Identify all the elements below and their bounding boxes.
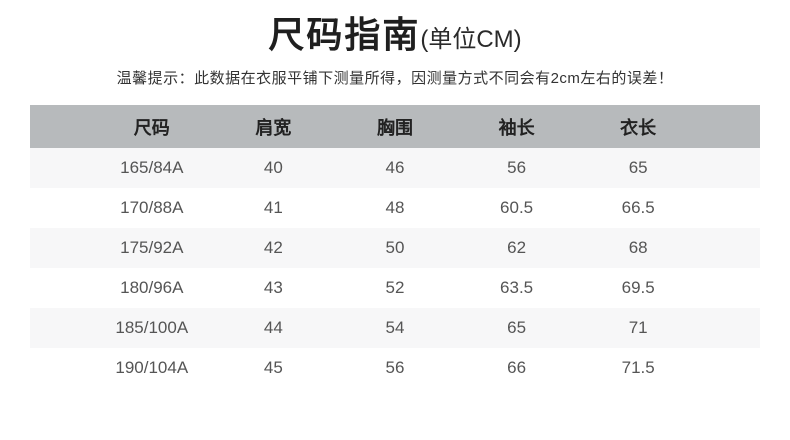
measurement-cell: 71.5 bbox=[621, 358, 655, 377]
table-row-0: 165/84A 40 46 56 65 bbox=[30, 148, 760, 188]
measurement-cell: 66.5 bbox=[621, 198, 655, 217]
measurement-cell: 40 bbox=[263, 158, 283, 177]
measurement-cell: 65 bbox=[628, 158, 648, 177]
measurement-cell: 48 bbox=[385, 198, 405, 217]
header-cell-3: 袖长 bbox=[498, 117, 535, 138]
measurement-cell: 66 bbox=[507, 358, 527, 377]
measurement-cell: 63.5 bbox=[500, 278, 534, 297]
size-label-cell: 165/84A bbox=[120, 158, 184, 177]
page-title-unit: (单位CM) bbox=[420, 26, 522, 53]
header-cell-2: 胸围 bbox=[376, 117, 413, 138]
measurement-cell: 56 bbox=[507, 158, 527, 177]
measurement-cell: 68 bbox=[628, 238, 648, 257]
table-row-2: 175/92A 42 50 62 68 bbox=[30, 228, 760, 268]
measurement-cell: 54 bbox=[385, 318, 405, 337]
size-table-body: 165/84A 40 46 56 65 170/88A 41 48 60.5 66.5 175/92… bbox=[30, 148, 760, 388]
measurement-cell: 44 bbox=[263, 318, 283, 337]
header-cell-1: 肩宽 bbox=[255, 117, 292, 138]
measurement-cell: 42 bbox=[263, 238, 283, 257]
measurement-cell: 69.5 bbox=[621, 278, 655, 297]
size-label-cell: 180/96A bbox=[120, 278, 184, 297]
size-label-cell: 175/92A bbox=[120, 238, 184, 257]
measurement-cell: 62 bbox=[507, 238, 527, 257]
measurement-cell: 46 bbox=[385, 158, 405, 177]
measurement-cell: 45 bbox=[263, 358, 283, 377]
page-title: 尺码指南(单位CM) bbox=[0, 0, 790, 58]
size-table-header-row: 尺码 肩宽 胸围 袖长 衣长 bbox=[30, 105, 760, 148]
page-title-text: 尺码指南 bbox=[268, 14, 421, 55]
header-cell-0: 尺码 bbox=[133, 117, 170, 138]
measurement-cell: 52 bbox=[385, 278, 405, 297]
measurement-cell: 43 bbox=[263, 278, 283, 297]
header-cell-4: 衣长 bbox=[620, 117, 657, 138]
table-row-1: 170/88A 41 48 60.5 66.5 bbox=[30, 188, 760, 228]
table-row-3: 180/96A 43 52 63.5 69.5 bbox=[30, 268, 760, 308]
measurement-cell: 56 bbox=[385, 358, 405, 377]
measurement-cell: 60.5 bbox=[500, 198, 534, 217]
measurement-notice: 温馨提示：此数据在衣服平铺下测量所得，因测量方式不同会有2cm左右的误差！ bbox=[116, 70, 674, 87]
measurement-cell: 50 bbox=[385, 238, 405, 257]
measurement-cell: 41 bbox=[263, 198, 283, 217]
measurement-cell: 71 bbox=[628, 318, 648, 337]
size-label-cell: 185/100A bbox=[115, 318, 189, 337]
size-table: 尺码 肩宽 胸围 袖长 衣长 165/84A 40 46 56 65 170/88A 41 48 60.… bbox=[30, 105, 760, 388]
size-label-cell: 190/104A bbox=[115, 358, 189, 377]
measurement-cell: 65 bbox=[507, 318, 527, 337]
table-row-5: 190/104A 45 56 66 71.5 bbox=[30, 348, 760, 388]
size-label-cell: 170/88A bbox=[120, 198, 184, 217]
table-row-4: 185/100A 44 54 65 71 bbox=[30, 308, 760, 348]
